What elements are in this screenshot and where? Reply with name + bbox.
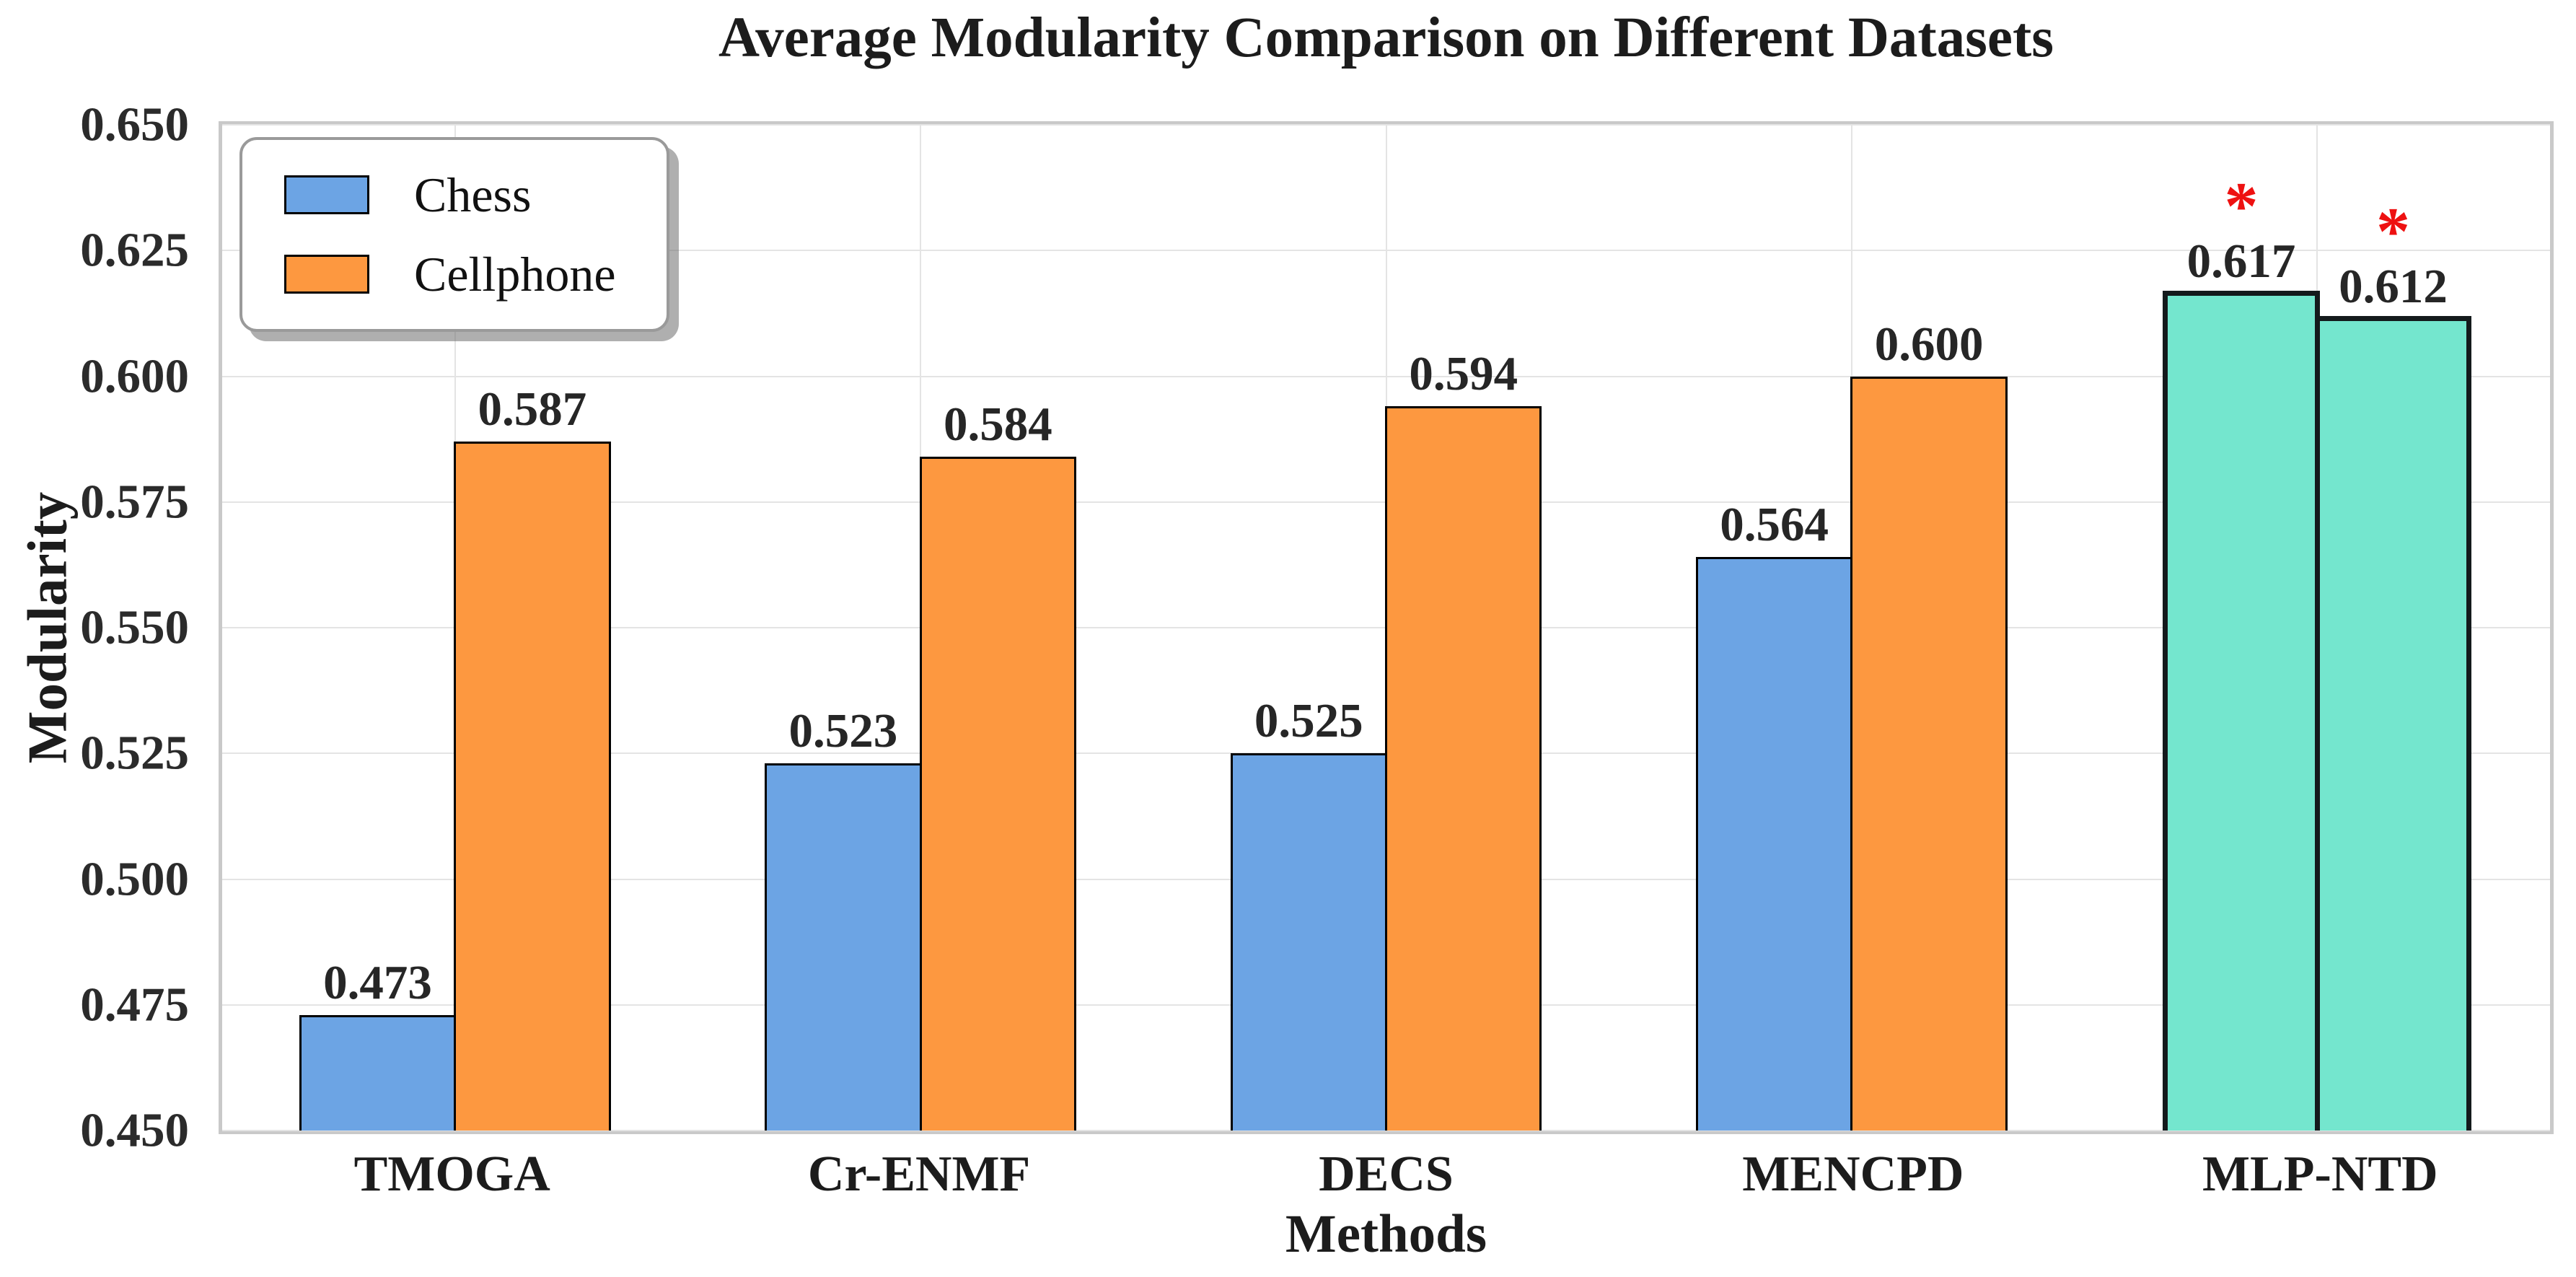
bar-label: 0.584: [944, 400, 1052, 449]
bar-value-label: 0.525: [1254, 694, 1363, 748]
bar-group-mencpd: 0.564 0.600: [1619, 125, 2084, 1131]
bar-cellphone-mlp-ntd: * 0.612: [2314, 198, 2472, 1131]
bar-label: 0.587: [478, 385, 587, 434]
bar-label: 0.523: [788, 707, 897, 755]
bar-label: * 0.612: [2339, 194, 2448, 313]
x-axis-ticks: TMOGA Cr-ENMF DECS MENCPD MLP-NTD: [219, 1146, 2554, 1211]
bar-label: 0.525: [1254, 697, 1363, 745]
legend-label: Cellphone: [414, 247, 616, 302]
bar-value-label: 0.587: [478, 382, 587, 436]
bar-group-mlp-ntd: * 0.617 * 0.612: [2085, 125, 2550, 1131]
x-tick-label-decs: DECS: [1319, 1146, 1454, 1202]
y-tick-label: 0.450: [80, 1103, 189, 1157]
bar-value-label: 0.523: [788, 704, 898, 758]
x-tick-label-tmoga: TMOGA: [353, 1146, 550, 1202]
y-tick-label: 0.500: [80, 852, 189, 905]
legend-swatch-chess: [284, 175, 369, 214]
bar-label: 0.600: [1875, 320, 1984, 369]
bar-group-tmoga: 0.473 0.587: [222, 125, 687, 1131]
bar-cellphone-decs: 0.594: [1384, 350, 1542, 1131]
plot-area: 0.473 0.587 0.523 0.584 0.525 0.594 0.564 0.600…: [219, 121, 2554, 1134]
y-tick-label: 0.575: [80, 475, 189, 529]
bar-chess-tmoga: 0.473: [299, 958, 457, 1131]
bar-value-label: 0.594: [1409, 347, 1518, 401]
chart-title: Average Modularity Comparison on Differe…: [718, 6, 2054, 69]
y-tick-label: 0.625: [80, 223, 189, 277]
legend-swatch-cellphone: [284, 255, 369, 294]
bar-value-label: 0.612: [2339, 259, 2448, 313]
x-tick-label-cr-enmf: Cr-ENMF: [807, 1146, 1031, 1202]
bar-chess-mencpd: 0.564: [1695, 501, 1853, 1131]
legend-item-cellphone: Cellphone: [284, 250, 616, 299]
significance-asterisk: *: [2224, 169, 2259, 245]
bar-cellphone-tmoga: 0.587: [454, 385, 611, 1131]
x-tick-label-mlp-ntd: MLP-NTD: [2202, 1146, 2438, 1202]
bar-value-label: 0.600: [1874, 317, 1984, 371]
y-tick-label: 0.525: [80, 726, 189, 780]
bar-chess-mlp-ntd: * 0.617: [2163, 173, 2320, 1131]
bar-label: 0.473: [323, 955, 432, 1009]
y-tick-label: 0.550: [80, 600, 189, 654]
legend: Chess Cellphone: [239, 137, 669, 332]
bar-cellphone-mencpd: 0.600: [1850, 320, 2008, 1131]
bar-label: 0.564: [1720, 501, 1829, 549]
bar-value-label: 0.584: [943, 398, 1052, 452]
bar-label: 0.594: [1409, 350, 1518, 398]
x-tick-label-mencpd: MENCPD: [1742, 1146, 1964, 1202]
bar-group-cr-enmf: 0.523 0.584: [687, 125, 1153, 1131]
bar-chess-cr-enmf: 0.523: [765, 707, 922, 1131]
gridline-horizontal: [222, 1130, 2550, 1131]
significance-asterisk: *: [2376, 194, 2411, 270]
bar-cellphone-cr-enmf: 0.584: [919, 400, 1077, 1131]
y-axis-ticks: 0.650 0.625 0.600 0.575 0.550 0.525 0.500 0.475…: [0, 98, 202, 1157]
bar-value-label: 0.473: [323, 955, 432, 1009]
legend-item-chess: Chess: [284, 170, 616, 219]
bar-value-label: 0.617: [2186, 234, 2296, 289]
bar-label: * 0.617: [2186, 169, 2296, 289]
bar-group-decs: 0.525 0.594: [1153, 125, 1619, 1131]
y-tick-label: 0.600: [80, 349, 189, 403]
y-tick-label: 0.650: [80, 97, 189, 152]
legend-label: Chess: [414, 167, 532, 222]
bar-chess-decs: 0.525: [1230, 697, 1387, 1131]
y-tick-label: 0.475: [80, 978, 189, 1032]
bar-value-label: 0.564: [1720, 498, 1829, 552]
x-axis-label: Methods: [1285, 1204, 1487, 1264]
